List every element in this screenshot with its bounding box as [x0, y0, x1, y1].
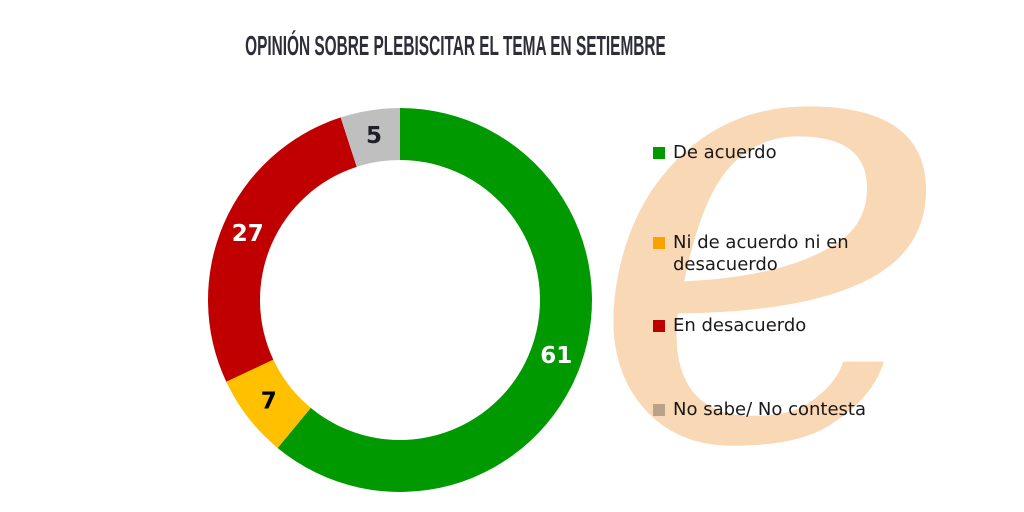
chart-title-text: OPINIÓN SOBRE PLEBISCITAR EL TEMA EN SET…	[244, 30, 666, 61]
chart-legend: De acuerdo Ni de acuerdo ni en desacuerd…	[653, 0, 913, 512]
slice-value-label-de-acuerdo: 61	[540, 343, 572, 369]
slice-value-label-ni-de-acuerdo-ni-en-desacuerdo: 7	[261, 389, 277, 415]
legend-item-no-sabe-no-contesta: No sabe/ No contesta	[653, 399, 866, 421]
legend-item-en-desacuerdo: En desacuerdo	[653, 315, 806, 337]
legend-item-de-acuerdo: De acuerdo	[653, 142, 777, 164]
legend-item-ni-de-acuerdo-ni-en-desacuerdo: Ni de acuerdo ni en desacuerdo	[653, 232, 868, 276]
legend-label-de-acuerdo: De acuerdo	[673, 142, 777, 163]
slice-value-label-en-desacuerdo: 27	[232, 221, 264, 247]
donut-slice-no-sabe-no-contesta	[340, 108, 400, 167]
legend-label-ni-de-acuerdo-ni-en-desacuerdo: Ni de acuerdo ni en desacuerdo	[673, 232, 849, 275]
legend-swatch-gray	[653, 404, 665, 416]
legend-swatch-green	[653, 147, 665, 159]
legend-swatch-red	[653, 320, 665, 332]
legend-label-no-sabe-no-contesta: No sabe/ No contesta	[673, 399, 867, 420]
legend-label-en-desacuerdo: En desacuerdo	[673, 315, 807, 336]
donut-chart: 61 7 27 5	[207, 108, 592, 492]
legend-swatch-amber	[653, 237, 665, 249]
donut-slice-ni-de-acuerdo-ni-en-desacuerdo	[226, 359, 311, 448]
slice-value-label-no-sabe-no-contesta: 5	[366, 123, 382, 149]
donut-slice-en-desacuerdo	[207, 117, 357, 382]
donut-slice-de-acuerdo	[277, 108, 592, 492]
chart-title: OPINIÓN SOBRE PLEBISCITAR EL TEMA EN SET…	[0, 32, 910, 60]
